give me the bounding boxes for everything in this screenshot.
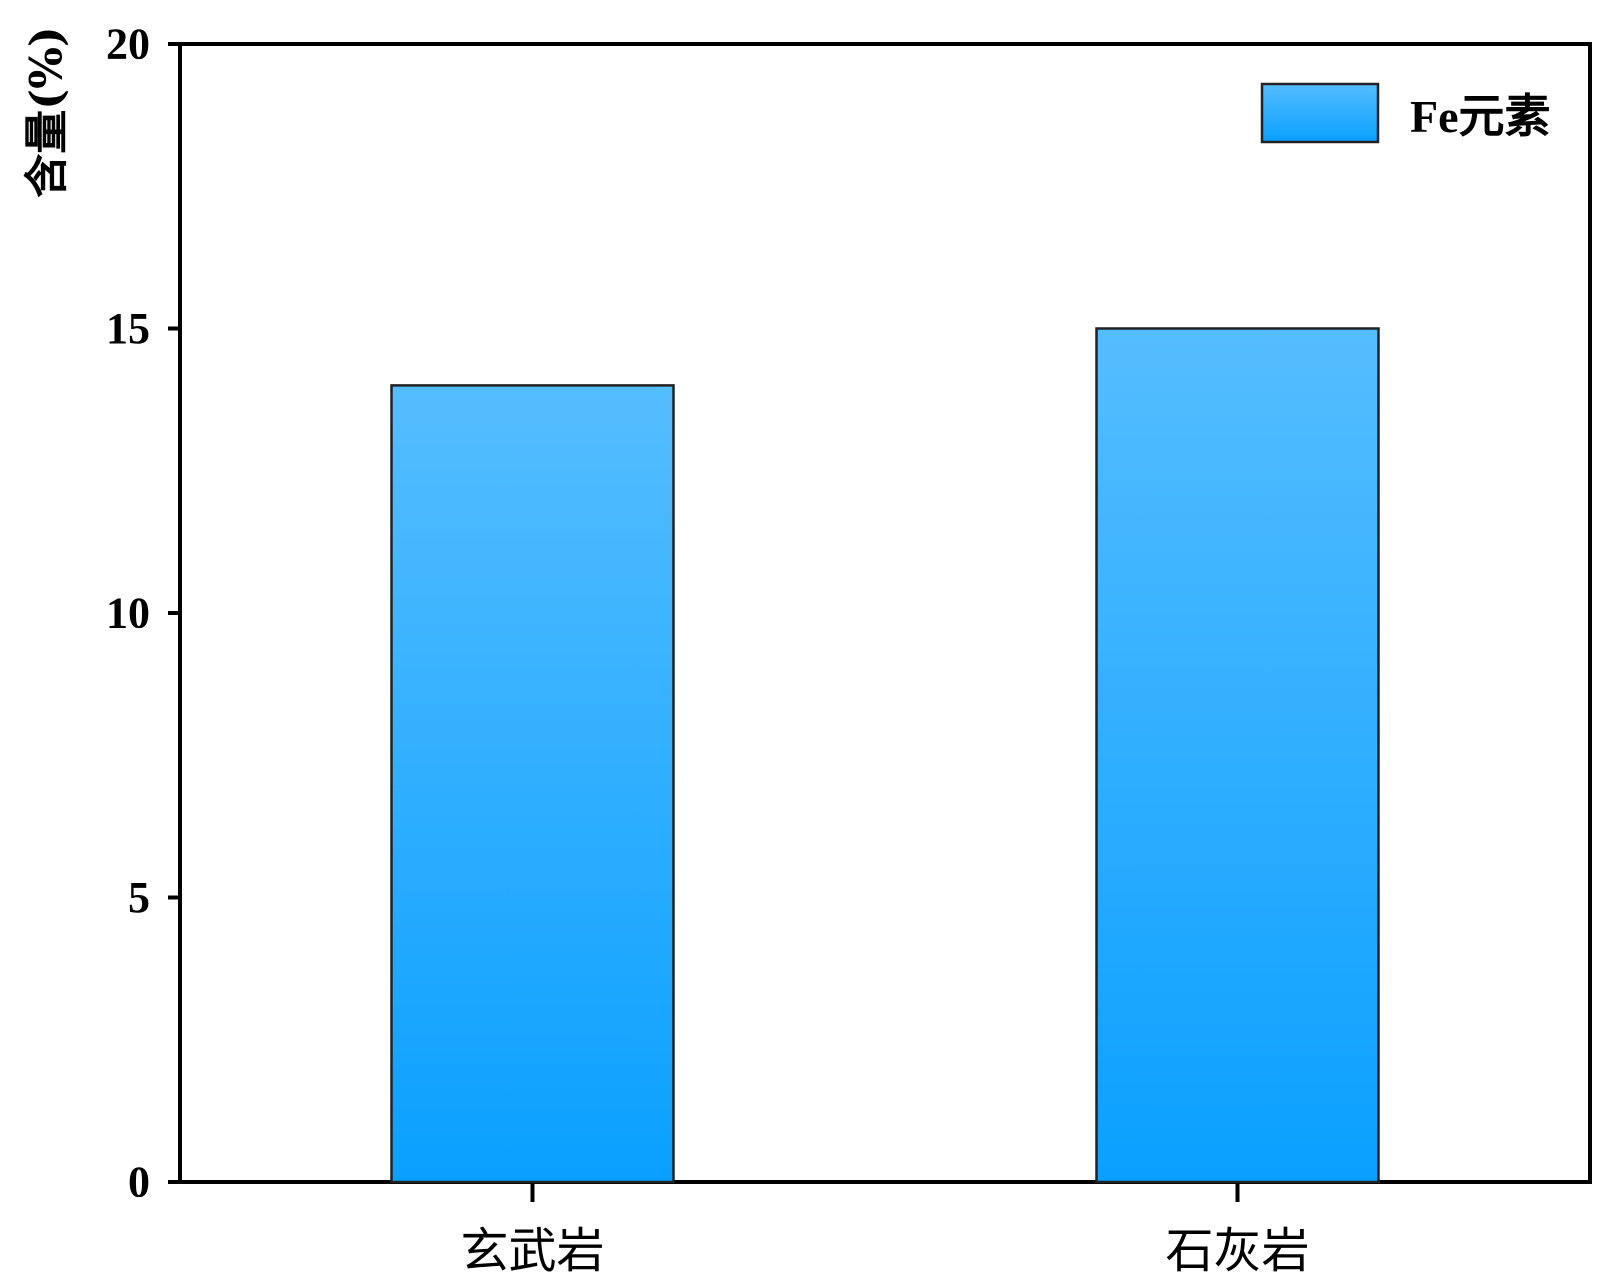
y-tick-label-0: 0 (128, 1158, 150, 1207)
y-axis-title: 含量(%) (22, 26, 73, 197)
legend-swatch (1260, 82, 1380, 144)
legend: Fe元素 (1260, 82, 1551, 144)
y-axis: 0 5 10 15 20 (106, 20, 180, 1207)
y-tick-label-1: 5 (128, 873, 150, 922)
x-tick-label-0: 玄武岩 (460, 1223, 604, 1279)
legend-label: Fe元素 (1410, 91, 1551, 142)
y-tick-label-3: 15 (106, 304, 150, 353)
x-axis: 玄武岩 石灰岩 (460, 1182, 1310, 1279)
x-tick-label-1: 石灰岩 (1165, 1223, 1309, 1279)
bars (390, 327, 1380, 1184)
bar-1 (1095, 327, 1380, 1184)
y-tick-label-4: 20 (106, 20, 150, 69)
y-tick-label-2: 10 (106, 589, 150, 638)
bar-0 (390, 384, 675, 1184)
